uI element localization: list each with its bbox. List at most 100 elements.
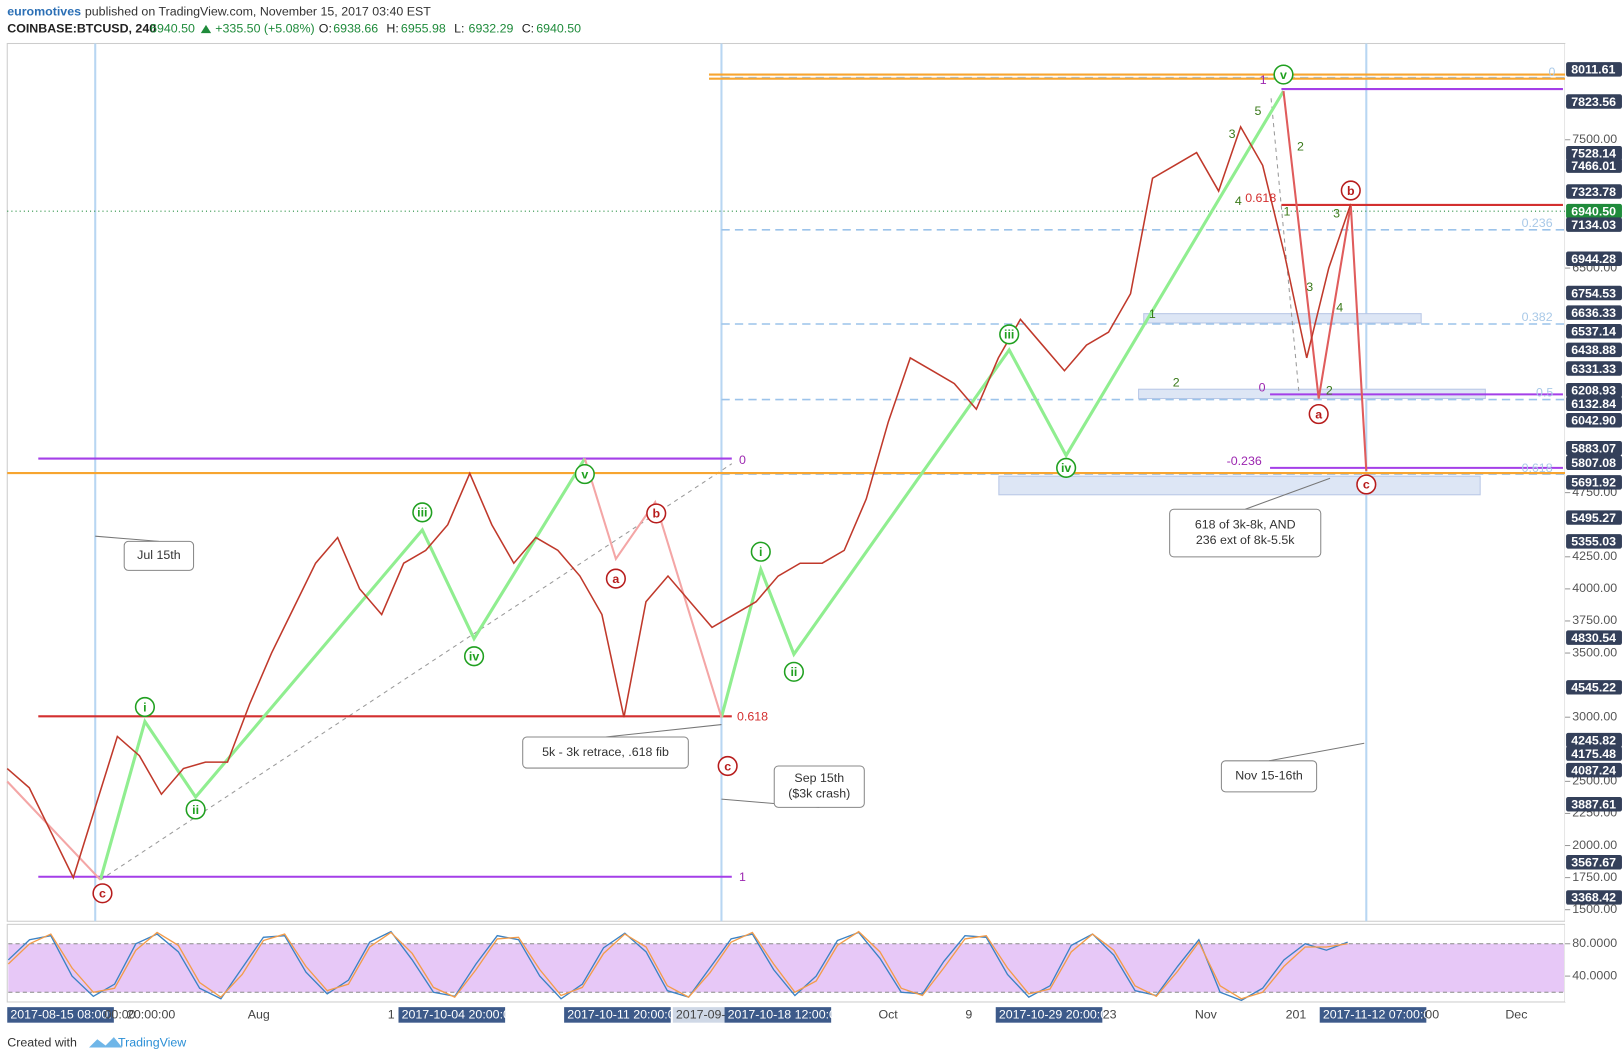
up-arrow: [200, 24, 212, 34]
price-tag-label: 5691.92: [1571, 476, 1616, 490]
price-tag-label: 6754.53: [1571, 286, 1616, 300]
price-tag: [1566, 285, 1622, 301]
zone: [998, 475, 1481, 496]
price-tag-label: 5495.27: [1571, 511, 1616, 525]
price-line: [6, 125, 1352, 880]
fib-label: 0: [1548, 65, 1555, 79]
y-tick-label: 4250.00: [1572, 549, 1617, 563]
price-tag: [1566, 746, 1622, 761]
ohlc-label: O:: [319, 21, 332, 35]
callout-text: ($3k crash): [788, 787, 850, 801]
green-wave: [999, 324, 1020, 345]
wave-path: [719, 90, 1285, 718]
price-tag: [1566, 630, 1622, 645]
fib-label: 0: [739, 453, 746, 467]
price-tag-label: 5807.08: [1571, 456, 1616, 470]
green-wave-text: ii: [192, 803, 199, 817]
time-label: 2017-10-29 20:00:00: [999, 1008, 1114, 1022]
time-box: [398, 1007, 506, 1023]
ohlc-value: 6940.50: [536, 21, 581, 35]
price-tag-label: 3368.42: [1571, 891, 1616, 905]
ohlc: O: 6938.66 H: 6955.98 L: 6932.29 C: 6940.50: [319, 21, 581, 35]
y-tick-label: 7500.00: [1572, 132, 1617, 146]
time-label: :00: [1422, 1008, 1439, 1022]
red-wave-text: c: [1363, 478, 1370, 492]
green-wave-text: iii: [1004, 328, 1014, 342]
price-tag: [1566, 342, 1622, 358]
price-tag-label: 4245.82: [1571, 733, 1616, 747]
price-tag-label: 3567.67: [1571, 856, 1616, 870]
osc-line: [7, 930, 1348, 1002]
published: published on TradingView.com, November 1…: [85, 5, 431, 19]
author[interactable]: euromotives: [7, 5, 81, 19]
price-tag-label: 4175.48: [1571, 747, 1616, 761]
fib-label: 0.618: [737, 710, 768, 724]
time-label: 2017-10-04 20:00:00: [402, 1008, 517, 1022]
price-tag-label: 6132.84: [1571, 397, 1616, 411]
fib-label: 0: [1259, 380, 1266, 394]
price-tag: [1566, 680, 1622, 695]
ohlc-label: H:: [386, 21, 398, 35]
price-tag: [1566, 305, 1622, 320]
price-tag: [1566, 732, 1622, 748]
price-layer: [6, 125, 1352, 880]
red-wave-text: b: [652, 507, 660, 521]
time-label: 2017-11-12 07:00:00: [1323, 1008, 1437, 1022]
green-wave: [1056, 457, 1077, 478]
time-label: 23: [1103, 1008, 1117, 1022]
fib-label: 0.618: [1245, 191, 1276, 205]
callout-text: Jul 15th: [137, 548, 181, 562]
time-label: Oct: [878, 1008, 898, 1022]
red-wave: [605, 568, 626, 589]
zone: [1143, 313, 1422, 324]
y-tick-label: 3750.00: [1572, 613, 1617, 627]
green-wave-text: iii: [417, 506, 427, 520]
price-tag-label: 4830.54: [1571, 631, 1616, 645]
price-tag: [1566, 158, 1622, 173]
time-label: 2017-10-11 20:00:00: [567, 1008, 681, 1022]
symbol: COINBASE:BTCUSD, 240: [7, 21, 156, 35]
wave-path: [1282, 90, 1368, 472]
red-wave-text: a: [612, 572, 619, 586]
time-label: Dec: [1505, 1008, 1527, 1022]
osc-line: [7, 930, 1348, 1000]
callout-tail: [95, 535, 159, 542]
red-wave: [1356, 474, 1377, 495]
green-wave-text: i: [143, 700, 146, 714]
price-tag-label: 5883.07: [1571, 442, 1616, 456]
last-price: 6940.50: [150, 21, 195, 35]
wave-path: [6, 780, 102, 881]
sub-wave: 4: [1336, 301, 1343, 315]
price-tag-label: 6940.50: [1571, 204, 1616, 218]
green-wave: [574, 463, 595, 485]
footer-brand[interactable]: TradingView: [118, 1036, 186, 1050]
price-tag: [1566, 475, 1622, 490]
change: +335.50 (+5.08%): [215, 21, 314, 35]
osc-tick-label: 40.0000: [1572, 968, 1617, 982]
price-tag: [1566, 455, 1622, 470]
callout: [773, 765, 865, 808]
sub-wave: 5: [1255, 104, 1262, 118]
sub-wave: 2: [1173, 375, 1180, 389]
green-wave: [783, 661, 804, 682]
time-box: [995, 1007, 1103, 1023]
callout-text: 618 of 3k-8k, AND: [1195, 518, 1296, 532]
red-wave: [717, 755, 738, 777]
osc-tick-label: 80.0000: [1572, 936, 1617, 950]
sub-wave: 1: [1283, 204, 1290, 218]
wave-path: [583, 458, 723, 718]
price-tag: [1566, 203, 1622, 219]
price-tag: [1566, 251, 1622, 267]
price-tag-label: 7323.78: [1571, 185, 1616, 199]
green-wave-text: i: [759, 545, 762, 559]
time-label: 1: [388, 1008, 395, 1022]
sub-wave: 3: [1306, 280, 1313, 294]
price-tag-label: 6331.33: [1571, 362, 1616, 376]
time-box: [1319, 1007, 1427, 1023]
callout-text: Sep 15th: [794, 771, 844, 785]
time-box: [7, 1007, 114, 1023]
ohlc-label: C:: [522, 21, 534, 35]
ohlc-value: 6932.29: [469, 21, 514, 35]
ohlc-value: 6938.66: [333, 21, 378, 35]
